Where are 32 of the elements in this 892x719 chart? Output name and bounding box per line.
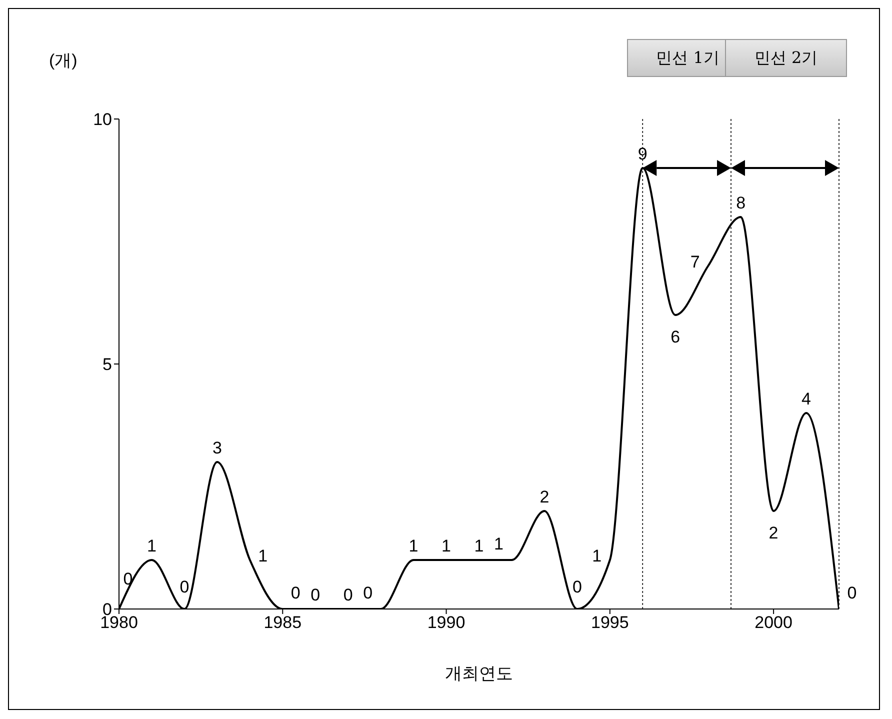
data-label: 0 xyxy=(572,578,582,596)
y-tick-label: 5 xyxy=(102,355,112,374)
data-label: 1 xyxy=(442,536,452,556)
x-tick-label: 1990 xyxy=(427,613,466,632)
data-label: 1 xyxy=(592,546,602,566)
data-label: 4 xyxy=(802,390,812,408)
y-tick-label: 10 xyxy=(93,110,112,130)
data-label: 0 xyxy=(847,584,857,602)
data-label: 8 xyxy=(736,194,746,212)
data-label: 2 xyxy=(540,488,550,506)
text: 민선 2기 xyxy=(725,39,847,77)
data-label: 6 xyxy=(670,328,680,346)
text: 민선 1기 xyxy=(626,39,749,77)
x-tick-label: 1995 xyxy=(590,613,629,632)
x-tick-label: 2000 xyxy=(754,613,792,632)
data-label: 0 xyxy=(290,584,300,602)
data-label: 9 xyxy=(638,144,648,164)
data-label: 0 xyxy=(310,586,320,604)
data-label: 2 xyxy=(768,524,778,542)
x-axis-title: 개최연도 xyxy=(445,664,513,683)
data-label: 0 xyxy=(363,584,373,602)
data-label: 1 xyxy=(408,536,418,556)
data-label: 3 xyxy=(212,438,222,458)
data-label: 1 xyxy=(494,534,504,554)
data-label: 7 xyxy=(690,252,700,272)
data-label: 1 xyxy=(258,546,268,566)
data-label: 1 xyxy=(474,536,484,556)
x-tick-label: 1985 xyxy=(264,613,302,632)
y-axis-title: (개) xyxy=(49,50,78,72)
data-label: 0 xyxy=(180,578,190,596)
data-label: 1 xyxy=(146,536,156,556)
data-label: 0 xyxy=(343,586,353,604)
